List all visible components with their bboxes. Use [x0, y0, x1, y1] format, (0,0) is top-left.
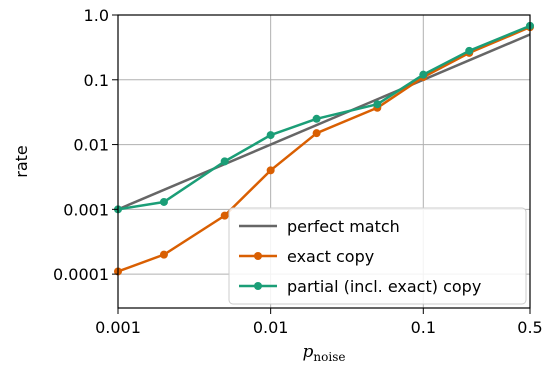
- y-tick-label: 0.1: [84, 71, 109, 90]
- series-2-point: [266, 131, 275, 140]
- x-axis-label-subscript: noise: [313, 350, 345, 364]
- x-axis-label-main: p: [303, 342, 314, 362]
- series-2-point: [465, 46, 474, 55]
- series-1-point: [159, 250, 168, 259]
- legend: perfect match exact copy partial (incl. ex…: [228, 207, 527, 305]
- plot-frame: [117, 14, 531, 309]
- x-tick-label: 0.1: [411, 318, 436, 337]
- legend-swatch-marker: [254, 252, 262, 260]
- series-1-point: [220, 211, 229, 220]
- legend-item: perfect match: [239, 217, 400, 236]
- legend-swatch-marker: [254, 282, 262, 290]
- legend-item: exact copy: [239, 247, 374, 266]
- series-2-point: [312, 114, 321, 123]
- x-tick-label: 0.001: [95, 318, 141, 337]
- series-2-point: [419, 70, 428, 79]
- y-tick-label: 0.001: [63, 200, 109, 219]
- x-tick-label: 0.01: [253, 318, 289, 337]
- legend-label: partial (incl. exact) copy: [287, 277, 481, 296]
- legend-box: [228, 207, 527, 305]
- series-1-point: [312, 129, 321, 138]
- axis-ticks: 0.001 0.01 0.1 0.5 0.0001 0.001 0.01 0.1 1.0: [53, 6, 543, 337]
- y-tick-label: 0.01: [73, 136, 109, 155]
- legend-item: partial (incl. exact) copy: [239, 277, 481, 296]
- series-1-point: [266, 166, 275, 175]
- x-axis-label: pnoise: [303, 342, 346, 364]
- y-tick-label: 1.0: [84, 6, 109, 25]
- legend-label: exact copy: [287, 247, 374, 266]
- series-2-point: [159, 197, 168, 206]
- y-tick-label: 0.0001: [53, 265, 109, 284]
- series-2-point: [373, 100, 382, 109]
- legend-label: perfect match: [287, 217, 400, 236]
- y-axis-label: rate: [12, 145, 31, 178]
- series-2-point: [220, 157, 229, 166]
- x-tick-label: 0.5: [517, 318, 542, 337]
- series-line-0: [117, 33, 531, 211]
